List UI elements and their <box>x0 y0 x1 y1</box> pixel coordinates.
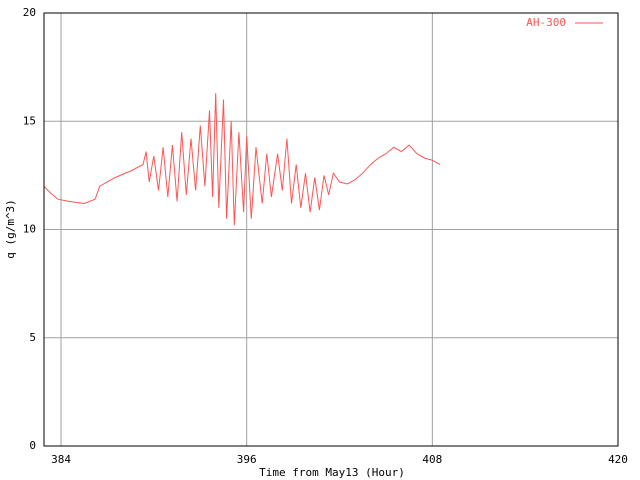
x-axis-label: Time from May13 (Hour) <box>259 466 405 479</box>
frame <box>43 12 619 447</box>
grid <box>44 12 619 447</box>
plot-area <box>43 93 441 226</box>
y-tick-label: 15 <box>23 114 36 127</box>
x-tick-label: 396 <box>237 453 257 466</box>
y-axis-label: q (g/m^3) <box>4 199 17 259</box>
y-tick-label: 20 <box>23 6 36 19</box>
y-tick-label: 10 <box>23 223 36 236</box>
x-tick-label: 384 <box>51 453 71 466</box>
legend-label: AH-300 <box>526 16 566 29</box>
x-tick-label: 420 <box>608 453 628 466</box>
y-tick-label: 0 <box>29 439 36 452</box>
y-tick-label: 5 <box>29 331 36 344</box>
data-line <box>43 93 441 226</box>
x-tick-label: 408 <box>422 453 442 466</box>
